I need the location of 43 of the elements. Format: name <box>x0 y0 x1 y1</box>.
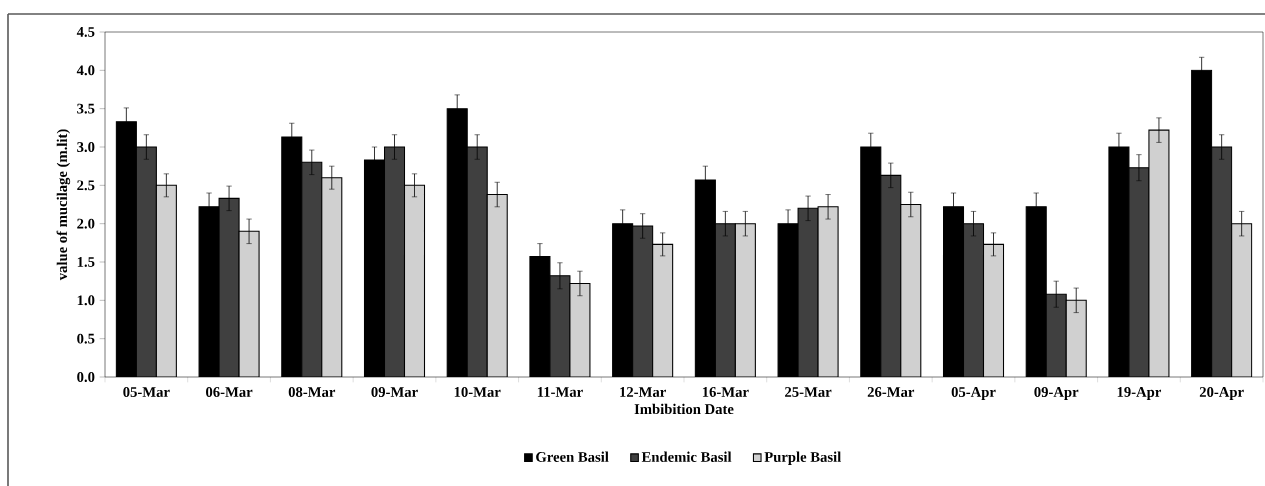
x-tick-label: 26-Mar <box>867 387 915 397</box>
x-tick-label: 16-Mar <box>702 387 749 397</box>
y-axis-title: value of mucilage (m.lit) <box>56 129 71 281</box>
bar <box>569 282 591 378</box>
y-tick-label: 3.5 <box>77 103 95 114</box>
bar <box>1231 223 1253 378</box>
x-tick-label: 06-Mar <box>206 387 253 397</box>
x-tick-label: 08-Mar <box>288 387 336 397</box>
x-tick-label: 19-Apr <box>1117 387 1162 400</box>
y-tick-label: 2.0 <box>77 218 95 229</box>
legend-label: Purple Basil <box>764 451 841 465</box>
bar <box>1065 299 1087 378</box>
y-tick-label: 2.5 <box>77 180 95 191</box>
bar <box>1148 129 1170 378</box>
x-tick-label: 05-Apr <box>951 387 996 400</box>
bar <box>238 230 260 378</box>
bar <box>982 243 1005 378</box>
y-tick-label: 1.0 <box>77 295 95 306</box>
bar <box>403 184 426 378</box>
bar <box>486 194 508 378</box>
bar <box>321 177 343 378</box>
bar <box>900 203 922 378</box>
x-tick-label: 09-Apr <box>1034 387 1079 400</box>
x-axis-title: Imbibition Date <box>634 403 734 415</box>
x-tick-label: 20-Apr <box>1199 387 1244 400</box>
x-tick-label: 05-Mar <box>123 387 170 397</box>
y-tick-label: 4.0 <box>76 65 95 76</box>
x-tick-label: 25-Mar <box>785 387 832 397</box>
legend-label: Endemic Basil <box>641 451 732 462</box>
x-tick-label: 10-Mar <box>454 387 501 397</box>
y-tick-label: 1.5 <box>77 257 95 267</box>
y-tick-label: 0.0 <box>77 372 95 382</box>
y-tick-label: 3.0 <box>77 142 95 152</box>
y-tick-label: 4.5 <box>76 27 95 37</box>
x-tick-label: 11-Mar <box>537 387 583 397</box>
legend-label: Green Basil <box>536 451 609 462</box>
bar <box>652 243 674 378</box>
bar <box>155 184 177 378</box>
x-tick-label: 09-Mar <box>371 387 418 397</box>
y-tick-label: 0.5 <box>77 333 95 344</box>
x-tick-label: 12-Mar <box>620 387 666 397</box>
bar <box>734 223 756 378</box>
bar <box>817 206 839 378</box>
